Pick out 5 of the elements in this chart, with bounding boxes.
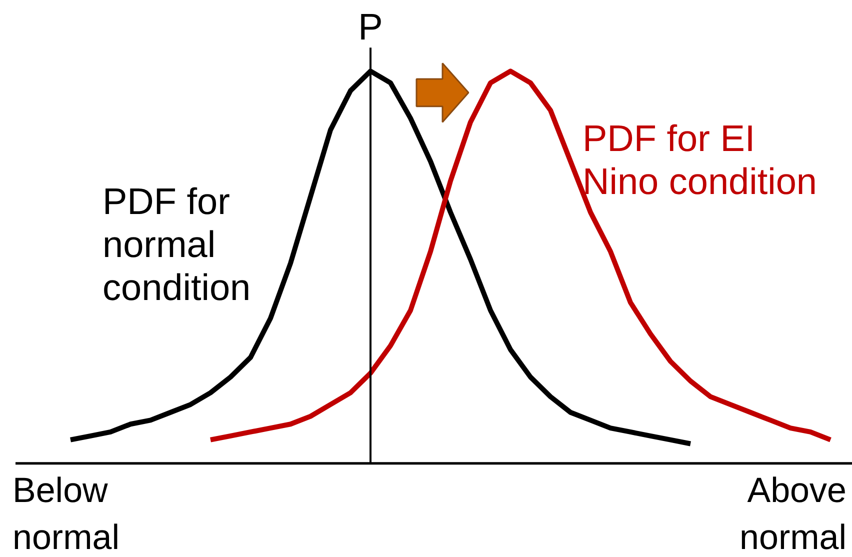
text: Below normal <box>12 471 120 557</box>
text: P <box>358 6 383 48</box>
series-label: PDF for normal condition <box>102 180 251 308</box>
text: Above normal <box>740 471 847 557</box>
series-label: PDF for EI Nino condition <box>582 118 817 202</box>
